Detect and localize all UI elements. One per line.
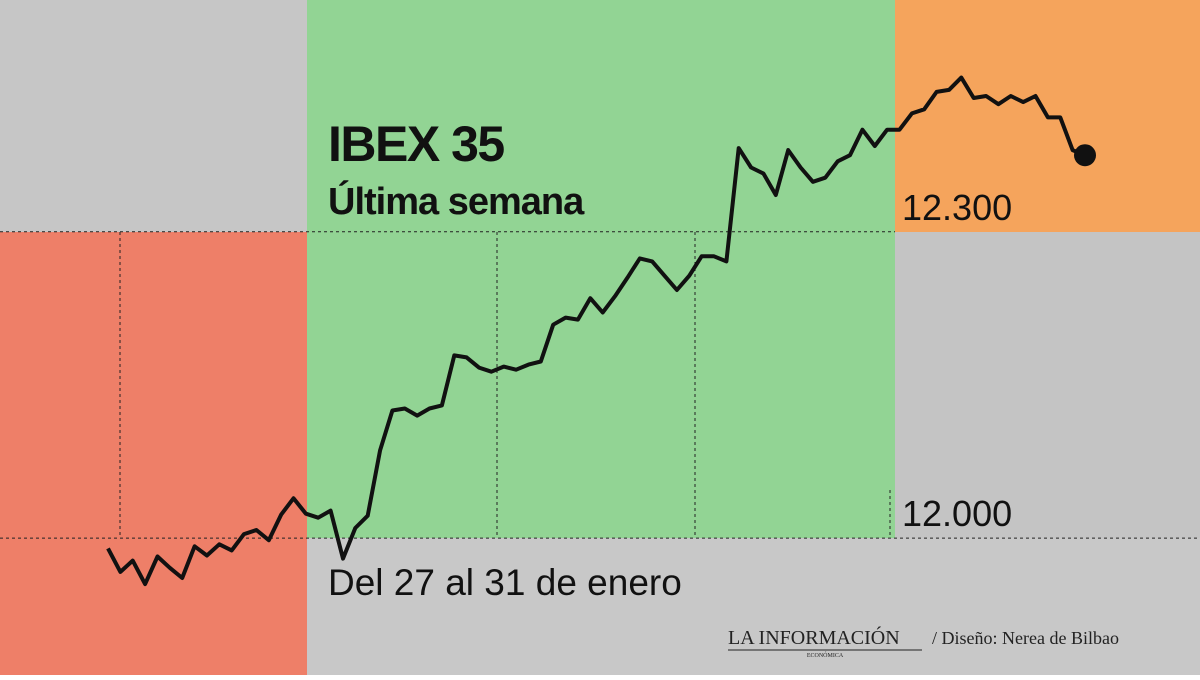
y-tick-label: 12.000 (902, 493, 1012, 534)
panel-green (307, 0, 895, 538)
annotation: Del 27 al 31 de enero (328, 562, 682, 603)
panel-gray (0, 0, 307, 232)
source-subtitle: ECONÓMICA (807, 651, 844, 659)
price-line (106, 75, 1086, 587)
panel-gray (307, 538, 1200, 675)
day-separators (119, 232, 891, 538)
chart-subtitle: Última semana (328, 179, 585, 223)
credit: / Diseño: Nerea de Bilbao (932, 628, 1119, 648)
source: LA INFORMACIÓN (728, 625, 900, 649)
panel-red (0, 232, 307, 675)
y-tick-label: 12.300 (902, 187, 1012, 228)
last-point (1074, 144, 1096, 167)
chart-title: IBEX 35 (328, 116, 504, 172)
panel-gray (895, 232, 1200, 538)
